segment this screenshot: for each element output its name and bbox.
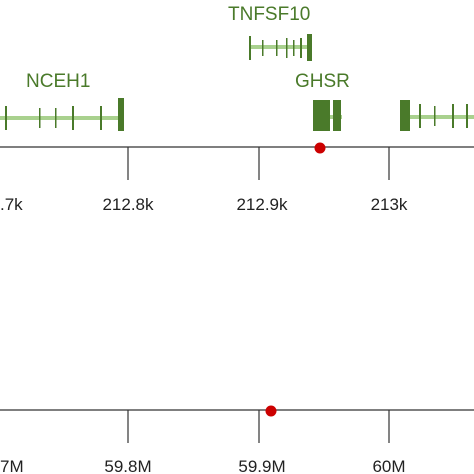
gene-exon: [276, 40, 278, 56]
gene-exon: [100, 106, 102, 130]
gene-exon: [333, 100, 341, 131]
gene-exon: [118, 98, 124, 131]
tick-label: 59.9M: [238, 457, 285, 474]
top-genomic-axis: .7k 212.8k 212.9k 213k: [0, 142, 474, 214]
gene-track-nceh1: NCEH1: [0, 71, 124, 131]
gene-exon: [434, 106, 436, 126]
tick-label: 60M: [372, 457, 405, 474]
gene-exon: [72, 106, 74, 130]
gene-exon: [307, 34, 312, 61]
gene-exon: [55, 108, 57, 128]
gene-exon: [5, 106, 7, 130]
snp-marker: [314, 142, 326, 154]
gene-exon: [313, 100, 330, 131]
gene-exon: [286, 38, 288, 58]
gene-exon: [300, 38, 302, 58]
bottom-genomic-axis: 7M 59.8M 59.9M 60M: [0, 405, 474, 474]
tick-label: .7k: [0, 195, 23, 214]
gene-exon: [249, 36, 251, 60]
gene-exon: [400, 100, 410, 131]
gene-track-unlabeled: [400, 100, 474, 131]
snp-marker: [265, 405, 277, 417]
gene-track-ghsr: GHSR: [295, 71, 350, 131]
tick-label: 59.8M: [104, 457, 151, 474]
tick-label: 213k: [371, 195, 408, 214]
tick-label: 212.9k: [236, 195, 288, 214]
tick-label: 7M: [0, 457, 24, 474]
gene-exon: [419, 104, 421, 128]
gene-label-ghsr: GHSR: [295, 71, 350, 92]
tick-label: 212.8k: [102, 195, 154, 214]
gene-label-tnfsf10: TNFSF10: [228, 4, 310, 25]
gene-exon: [466, 104, 468, 128]
gene-track-tnfsf10: TNFSF10: [228, 4, 312, 61]
gene-exon: [39, 108, 41, 128]
gene-label-nceh1: NCEH1: [26, 71, 90, 92]
gene-exon: [262, 40, 264, 56]
gene-exon: [293, 40, 295, 56]
gene-exon: [452, 104, 454, 128]
